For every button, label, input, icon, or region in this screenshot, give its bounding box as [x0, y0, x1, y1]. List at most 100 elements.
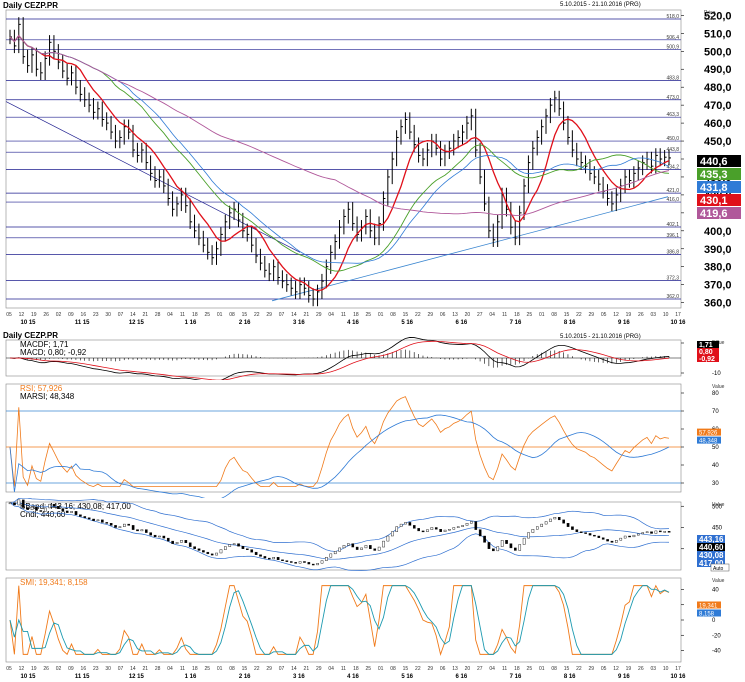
candle [180, 540, 183, 543]
x-day-tick: 17 [675, 312, 681, 318]
x-day-tick: 20 [465, 312, 471, 318]
candle [285, 560, 289, 562]
candle [434, 527, 438, 530]
last-value-tag [697, 181, 741, 193]
x-day-tick: 29 [588, 312, 594, 318]
candle [557, 517, 561, 521]
candle [584, 532, 587, 534]
x-day-tick: 07 [118, 666, 124, 672]
y-tick-label: 500,0 [704, 46, 732, 58]
x-day-tick: 26 [43, 312, 49, 318]
x-month-tick: 1 16 [185, 674, 197, 680]
x-day-tick: 11 [341, 666, 346, 672]
x-month-tick: 5 16 [401, 320, 413, 326]
x-day-tick: 14 [291, 312, 297, 318]
plot-frame [5, 383, 682, 493]
moving-average-line [9, 34, 670, 292]
x-day-tick: 29 [266, 666, 272, 672]
x-day-tick: 11 [180, 312, 185, 318]
last-value-label: 440,6 [700, 156, 728, 168]
candle [421, 530, 425, 533]
x-month-tick: 12 15 [129, 674, 145, 680]
candle [118, 526, 122, 528]
x-day-tick: 07 [118, 312, 124, 318]
last-value-tag [697, 207, 741, 219]
candle [395, 526, 399, 532]
candle [579, 531, 583, 533]
y-unit: Value [712, 502, 725, 508]
candle [408, 522, 412, 526]
date-range: 5.10.2015 - 21.10.2016 (PRG) [560, 2, 641, 8]
x-day-tick: 16 [81, 312, 87, 318]
candle [175, 542, 179, 544]
x-month-tick: 11 15 [75, 674, 90, 680]
candle [140, 529, 144, 532]
x-day-tick: 12 [613, 312, 619, 318]
price-chart: 518,0 506,4 500,9 483,8 473,0 463,3 450,0 443,8… [5, 9, 741, 326]
auto-label: Auto [713, 566, 724, 572]
legend-label: SMI; 19,341; 8,158 [20, 578, 88, 587]
x-day-tick: 11 [502, 312, 507, 318]
candle [540, 523, 543, 527]
x-day-tick: 25 [365, 666, 371, 672]
x-day-tick: 29 [316, 312, 322, 318]
bollinger-band [9, 502, 670, 571]
candle [386, 535, 390, 542]
candle [303, 561, 306, 563]
candle [610, 540, 614, 543]
x-day-tick: 04 [167, 312, 173, 318]
x-day-tick: 25 [204, 312, 210, 318]
x-day-tick: 01 [539, 666, 545, 672]
candle [606, 539, 609, 542]
last-value-tag [697, 436, 721, 444]
candle [377, 546, 381, 551]
candle [158, 535, 161, 538]
last-value-tag [697, 535, 725, 543]
x-day-tick: 29 [266, 312, 272, 318]
y-tick-label: 520,0 [704, 10, 732, 22]
candle [57, 506, 60, 509]
candle [637, 533, 640, 536]
candle [641, 532, 645, 535]
y-tick-label: 380,0 [704, 262, 732, 274]
x-month-tick: 3 16 [293, 674, 305, 680]
x-month-tick: 10 16 [670, 320, 686, 326]
last-value-tag [697, 194, 741, 206]
level-label: 416,0 [666, 197, 679, 203]
candle [615, 540, 618, 543]
candle [52, 503, 56, 507]
x-day-tick: 05 [6, 666, 12, 672]
macd-line [9, 337, 670, 380]
candle [333, 551, 337, 555]
candle [241, 546, 245, 549]
x-day-tick: 03 [650, 666, 656, 672]
candle [619, 537, 623, 541]
candle [417, 528, 420, 532]
y-tick-label: 480,0 [704, 82, 732, 94]
x-day-tick: 12 [19, 312, 25, 318]
y-tick-label: 70 [712, 409, 719, 415]
y-tick-label: 40 [712, 587, 719, 593]
x-month-tick: 4 16 [347, 674, 359, 680]
last-value-label: 430,1 [700, 195, 728, 207]
level-label: 483,8 [666, 75, 679, 81]
x-month-tick: 5 16 [401, 674, 413, 680]
candle [13, 502, 16, 506]
candle [232, 543, 236, 545]
x-day-tick: 26 [43, 666, 49, 672]
candle [566, 523, 570, 527]
candle [272, 557, 276, 560]
candle [149, 532, 152, 536]
x-month-tick: 4 16 [347, 320, 359, 326]
candle [430, 527, 434, 530]
candle [355, 546, 359, 550]
candle [527, 532, 530, 539]
candle [96, 519, 100, 522]
x-day-tick: 05 [6, 312, 12, 318]
x-day-tick: 10 [663, 666, 669, 672]
x-day-tick: 28 [155, 312, 161, 318]
last-value-label: 19,341 [699, 603, 718, 609]
candle [439, 529, 442, 532]
